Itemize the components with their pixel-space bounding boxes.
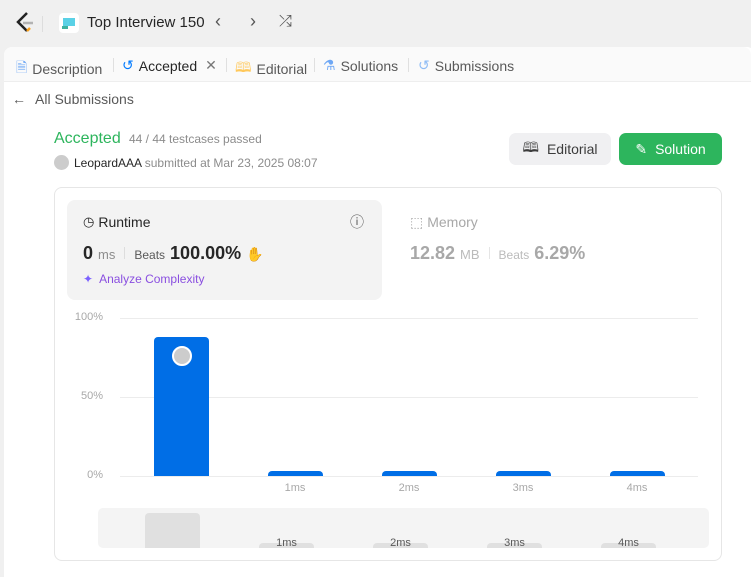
status-label: Accepted [54, 130, 121, 147]
edit-icon: ✎ [635, 140, 648, 157]
book-icon: 🕮 [235, 59, 252, 75]
tab-label: Accepted [138, 57, 198, 74]
runtime-label: Runtime [98, 214, 151, 230]
document-icon: 🗎 [16, 59, 28, 75]
chart-bar[interactable] [496, 471, 551, 476]
y-tick-label: 100% [74, 311, 103, 323]
runtime-value: 0 [83, 243, 94, 263]
submitted-at: submitted at Mar 23, 2025 08:07 [144, 156, 318, 170]
x-tick-label: 3ms [512, 482, 534, 494]
clock-icon: ◷ [83, 214, 95, 229]
back-link-label: All Submissions [35, 91, 134, 107]
memory-panel[interactable]: ⬚ Memory [410, 214, 478, 231]
close-icon[interactable]: ✕ [205, 57, 217, 73]
minimap-tick-label: 1ms [276, 537, 297, 548]
tab-label: Editorial [256, 61, 308, 77]
chart-bar[interactable] [268, 471, 323, 476]
prev-question-icon[interactable]: ‹ [215, 11, 221, 31]
chart-bar[interactable] [154, 336, 209, 476]
top-nav: Top Interview 150 ‹ › ⤮ [0, 0, 751, 46]
divider [226, 58, 227, 72]
minimap-bar [373, 543, 428, 548]
divider [314, 58, 315, 72]
divider [488, 247, 490, 259]
tab-solutions[interactable]: ⚗ Solutions [323, 57, 398, 74]
submitted-info: LeopardAAA submitted at Mar 23, 2025 08:… [74, 156, 318, 170]
x-tick-label: 1ms [284, 482, 306, 494]
beats-label: Beats [134, 248, 166, 262]
chart-minimap[interactable]: 1ms 2ms 3ms 4ms [98, 508, 709, 548]
avatar[interactable] [54, 155, 69, 170]
tab-accepted[interactable]: ↺ Accepted ✕ [122, 57, 217, 74]
divider [124, 247, 126, 259]
username-link[interactable]: LeopardAAA [74, 156, 142, 170]
runtime-stats: 0 ms Beats 100.00% ✋ [83, 243, 264, 264]
memory-stats: 12.82 MB Beats 6.29% [410, 243, 585, 264]
flask-icon: ⚗ [323, 57, 336, 73]
minimap-bar [145, 513, 200, 548]
memory-value: 12.82 [410, 243, 456, 263]
minimap-tick-label: 2ms [390, 537, 411, 548]
memory-unit: MB [460, 247, 480, 262]
x-tick-label: 2ms [398, 482, 420, 494]
memory-beats: 6.29% [534, 243, 586, 263]
tab-editorial[interactable]: 🕮 Editorial [235, 57, 307, 81]
minimap-tick-label: 4ms [618, 537, 639, 548]
arrow-left-icon: ← [12, 91, 26, 107]
all-submissions-link[interactable]: ← All Submissions [12, 91, 134, 107]
next-question-icon[interactable]: › [250, 11, 256, 31]
tab-bar [4, 47, 751, 82]
chip-icon: ⬚ [410, 214, 424, 230]
button-label: Editorial [546, 141, 598, 157]
study-plan-title[interactable]: Top Interview 150 [87, 14, 205, 31]
sparkle-icon: ✦ [83, 272, 94, 286]
divider [42, 16, 43, 32]
tab-label: Submissions [434, 57, 515, 74]
button-label: Solution [655, 141, 706, 157]
minimap-bar [601, 543, 656, 548]
user-avatar-marker [172, 345, 192, 366]
minimap-bar [259, 543, 314, 548]
history-icon: ↺ [122, 57, 134, 73]
runtime-panel[interactable] [67, 200, 382, 300]
gridline [120, 476, 698, 477]
memory-label: Memory [427, 214, 478, 230]
minimap-bar [487, 543, 542, 548]
editorial-button[interactable]: 🕮 Editorial [509, 133, 611, 165]
divider [408, 58, 409, 72]
y-tick-label: 0% [87, 469, 103, 481]
analyze-label: Analyze Complexity [99, 272, 205, 286]
book-icon: 🕮 [522, 139, 539, 155]
study-plan-icon [59, 13, 79, 33]
shuffle-icon[interactable]: ⤮ [279, 13, 292, 30]
solution-button[interactable]: ✎ Solution [619, 133, 722, 165]
testcases-passed: 44 / 44 testcases passed [129, 132, 262, 146]
chart-bar[interactable] [610, 471, 665, 476]
runtime-beats: 100.00% [170, 243, 242, 263]
chart-bar[interactable] [382, 471, 437, 476]
tab-label: Description [32, 61, 103, 77]
tab-description[interactable]: 🗎 Description [16, 57, 102, 81]
analyze-complexity-link[interactable]: ✦ Analyze Complexity [83, 272, 204, 286]
minimap-tick-label: 3ms [504, 537, 525, 548]
leetcode-logo-icon[interactable] [14, 11, 36, 35]
beats-label: Beats [498, 248, 530, 262]
info-icon[interactable]: ⓘ [350, 214, 364, 230]
tab-submissions[interactable]: ↺ Submissions [418, 57, 514, 74]
gridline [120, 318, 698, 319]
gridline [120, 397, 698, 398]
y-tick-label: 50% [80, 390, 103, 402]
tab-label: Solutions [340, 57, 399, 74]
clap-icon: ✋ [246, 246, 264, 262]
runtime-unit: ms [98, 247, 116, 262]
x-tick-label: 4ms [626, 482, 648, 494]
divider [113, 58, 114, 72]
history-icon: ↺ [418, 57, 430, 73]
runtime-title: ◷ Runtime [83, 214, 150, 230]
